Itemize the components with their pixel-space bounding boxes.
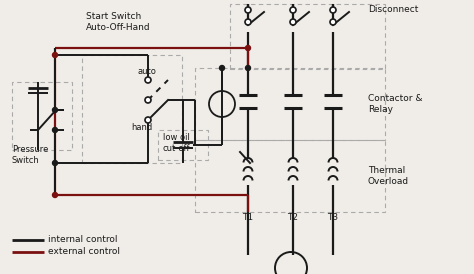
Text: Pressure
Switch: Pressure Switch <box>12 145 48 165</box>
Circle shape <box>245 7 251 13</box>
Circle shape <box>53 107 57 113</box>
Text: auto: auto <box>138 67 157 76</box>
Circle shape <box>53 193 57 198</box>
Text: Contactor &
Relay: Contactor & Relay <box>368 94 422 114</box>
Bar <box>195 68 385 140</box>
Circle shape <box>330 7 336 13</box>
Circle shape <box>246 45 250 50</box>
Text: Thermal
Overload: Thermal Overload <box>368 166 409 186</box>
Circle shape <box>145 97 151 103</box>
Circle shape <box>246 65 250 70</box>
Text: T3: T3 <box>328 213 338 222</box>
Bar <box>12 82 72 150</box>
Text: T2: T2 <box>288 213 299 222</box>
Text: hand: hand <box>131 124 152 133</box>
Bar <box>158 130 208 160</box>
Circle shape <box>53 53 57 58</box>
Circle shape <box>145 77 151 83</box>
Text: Disconnect: Disconnect <box>368 5 419 15</box>
Circle shape <box>245 19 251 25</box>
Bar <box>82 55 182 163</box>
Text: Start Switch
Auto-Off-Hand: Start Switch Auto-Off-Hand <box>86 12 151 32</box>
Text: low oil
cut-off: low oil cut-off <box>163 133 191 153</box>
Circle shape <box>290 7 296 13</box>
Text: internal control: internal control <box>48 235 118 244</box>
Text: T1: T1 <box>242 213 254 222</box>
Circle shape <box>330 19 336 25</box>
Bar <box>230 4 385 69</box>
Text: external control: external control <box>48 247 120 256</box>
Circle shape <box>219 65 225 70</box>
Circle shape <box>53 127 57 133</box>
Bar <box>195 140 385 212</box>
Circle shape <box>145 117 151 123</box>
Circle shape <box>290 19 296 25</box>
Circle shape <box>53 161 57 165</box>
